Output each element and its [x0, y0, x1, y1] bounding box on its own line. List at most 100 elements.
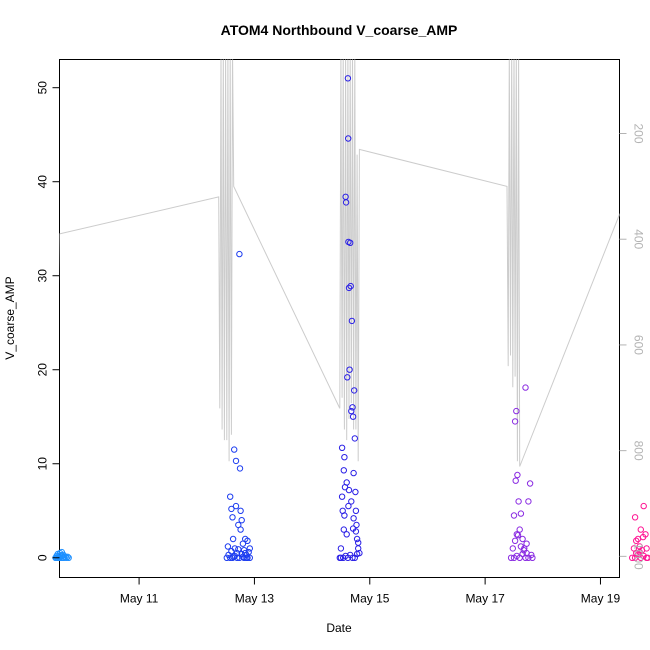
data-point	[348, 317, 356, 325]
data-point	[512, 477, 519, 484]
data-point	[511, 537, 519, 544]
data-point	[349, 404, 356, 411]
data-point	[640, 502, 647, 510]
data-point	[233, 554, 241, 561]
y-axis-left: 0 10 20 30 40 50	[36, 81, 60, 561]
data-point	[348, 498, 355, 505]
data-point	[529, 554, 536, 561]
data-point	[514, 471, 521, 479]
data-point	[515, 498, 522, 505]
data-point	[246, 554, 254, 561]
data-point	[229, 535, 237, 543]
x-tick-label: May 17	[465, 592, 505, 606]
y2-tick-label: 200	[631, 123, 645, 143]
x-axis-label: Date	[326, 621, 352, 635]
data-point	[231, 446, 238, 453]
y-tick-label: 40	[36, 175, 50, 189]
data-point	[236, 465, 244, 472]
data-point	[340, 467, 347, 474]
data-point	[507, 554, 515, 561]
data-point	[337, 545, 345, 552]
data-point	[353, 521, 360, 529]
x-tick-label: May 11	[120, 592, 159, 606]
data-point	[633, 537, 640, 544]
data-point	[513, 407, 520, 415]
data-point	[232, 457, 240, 465]
y2-tick-label: 1000	[631, 543, 645, 570]
data-point	[237, 526, 244, 533]
data-point	[525, 554, 532, 561]
data-point	[349, 413, 357, 420]
data-point	[355, 539, 362, 546]
data-point	[341, 512, 348, 519]
data-point	[349, 554, 356, 561]
data-point	[237, 507, 244, 514]
data-point	[228, 505, 235, 513]
data-point	[510, 512, 518, 519]
data-point	[347, 239, 354, 247]
data-point	[343, 531, 350, 538]
data-point	[338, 493, 346, 500]
data-point	[246, 545, 254, 552]
y-axis-right: 200 400 600 800 1000	[619, 123, 645, 570]
data-point	[520, 547, 527, 554]
data-point	[522, 554, 529, 561]
data-point	[509, 545, 516, 552]
data-point	[636, 548, 643, 556]
y2-tick-label: 600	[631, 335, 645, 355]
data-point	[350, 515, 357, 522]
data-point	[523, 540, 530, 547]
data-point	[224, 543, 232, 550]
y2-tick-label: 400	[631, 229, 645, 249]
data-point	[229, 514, 236, 521]
data-point	[64, 553, 71, 560]
data-point	[633, 549, 640, 557]
y-tick-label: 0	[36, 554, 50, 561]
data-point	[347, 282, 354, 290]
data-point	[242, 549, 249, 557]
data-point	[65, 554, 72, 561]
data-point	[344, 75, 352, 82]
data-point	[345, 502, 352, 510]
x-tick-label: May 13	[235, 592, 275, 606]
data-point	[351, 387, 358, 394]
data-point	[525, 498, 532, 505]
data-point	[514, 532, 522, 539]
data-point	[235, 546, 242, 553]
data-point	[63, 554, 70, 561]
data-point	[232, 502, 240, 510]
x-tick-label: May 15	[350, 592, 390, 606]
y-tick-label: 10	[36, 457, 50, 471]
data-point	[631, 514, 639, 521]
data-point	[342, 199, 350, 206]
data-point	[526, 480, 534, 487]
data-point	[345, 486, 353, 494]
data-point	[352, 507, 360, 514]
data-point	[517, 510, 525, 517]
data-point	[228, 548, 235, 555]
data-point	[238, 517, 245, 524]
data-point	[637, 526, 644, 533]
data-point	[62, 553, 69, 560]
chart-title: ATOM4 Northbound V_coarse_AMP	[221, 22, 458, 38]
data-point	[349, 525, 357, 532]
data-point	[639, 533, 647, 541]
data-point	[351, 435, 358, 442]
data-point	[340, 526, 347, 533]
data-point	[519, 535, 526, 543]
y2-tick-label: 800	[631, 441, 645, 461]
y-tick-label: 20	[36, 363, 50, 377]
data-point	[341, 454, 348, 461]
depth-line	[59, 59, 620, 467]
data-point	[230, 553, 237, 560]
data-point	[511, 418, 519, 425]
data-point	[353, 535, 361, 543]
data-point	[643, 554, 650, 561]
plot-box	[59, 59, 620, 578]
data-point	[350, 469, 357, 477]
data-point	[348, 407, 355, 415]
data-point	[338, 444, 346, 451]
depth-series	[59, 59, 620, 467]
data-points	[52, 75, 650, 561]
